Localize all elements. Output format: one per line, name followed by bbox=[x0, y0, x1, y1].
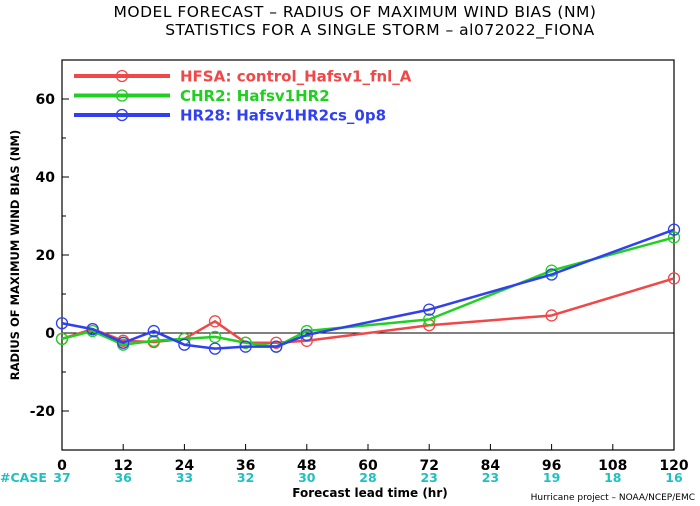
case-count: 30 bbox=[298, 470, 316, 485]
case-count: 23 bbox=[420, 470, 437, 485]
case-count: 33 bbox=[176, 470, 193, 485]
data-point bbox=[239, 340, 252, 353]
y-tick-label: -20 bbox=[30, 404, 56, 420]
legend-entry-label: HR28: Hafsv1HR2cs_0p8 bbox=[180, 107, 386, 125]
data-point bbox=[270, 340, 283, 353]
y-tick-label: 60 bbox=[36, 92, 56, 108]
x-tick-label: 12 bbox=[113, 458, 132, 474]
x-tick-label: 120 bbox=[659, 458, 688, 474]
data-point bbox=[300, 328, 313, 342]
case-count: 37 bbox=[53, 470, 70, 485]
x-tick-label: 0 bbox=[57, 458, 67, 474]
data-point bbox=[208, 315, 222, 328]
data-point bbox=[208, 342, 222, 355]
legend-entry-label: HFSA: control_Hafsv1_fnl_A bbox=[180, 68, 412, 86]
data-point bbox=[147, 324, 160, 338]
y-axis-label: RADIUS OF MAXIMUM WIND BIAS (NM) bbox=[8, 130, 22, 381]
axis-ticks: 0 12 24 36 48 60 72 84 96 108 120 -20 0 20 40 60 bbox=[30, 92, 689, 474]
x-tick-label: 108 bbox=[598, 458, 627, 474]
data-point bbox=[147, 334, 160, 347]
x-tick-label: 60 bbox=[358, 458, 378, 474]
data-point bbox=[86, 322, 99, 336]
legend-swatch-marker bbox=[115, 89, 129, 102]
data-point bbox=[667, 272, 681, 285]
case-counts: 37 36 33 32 30 28 23 23 19 18 16 bbox=[53, 470, 683, 485]
x-axis-label: Forecast lead time (hr) bbox=[292, 486, 448, 500]
x-tick-label: 36 bbox=[236, 458, 255, 474]
data-point bbox=[300, 324, 313, 338]
legend-swatch-marker bbox=[115, 108, 129, 122]
x-tick-label: 48 bbox=[297, 458, 316, 474]
x-tick-label: 24 bbox=[175, 458, 195, 474]
case-count: 19 bbox=[543, 470, 560, 485]
series-group bbox=[55, 223, 681, 355]
x-tick-label: 96 bbox=[542, 458, 561, 474]
series-line bbox=[61, 228, 675, 350]
data-point bbox=[117, 336, 130, 349]
case-count: 32 bbox=[237, 470, 254, 485]
y-tick-label: 0 bbox=[45, 326, 55, 342]
y-tick-label: 20 bbox=[36, 248, 56, 264]
data-point bbox=[423, 313, 436, 326]
data-point bbox=[545, 268, 558, 281]
case-count: 16 bbox=[665, 470, 683, 485]
chart-title-line1: MODEL FORECAST – RADIUS OF MAXIMUM WIND … bbox=[114, 3, 597, 21]
x-tick-label: 84 bbox=[481, 458, 501, 474]
data-point bbox=[178, 338, 191, 351]
case-count: 23 bbox=[482, 470, 499, 485]
data-point bbox=[667, 231, 681, 244]
data-point bbox=[55, 332, 69, 346]
case-count: 18 bbox=[604, 470, 621, 485]
data-point bbox=[545, 264, 558, 277]
data-point bbox=[55, 317, 69, 330]
data-point bbox=[208, 330, 222, 344]
case-count: 28 bbox=[359, 470, 376, 485]
x-tick-label: 72 bbox=[419, 458, 438, 474]
case-label: #CASE bbox=[0, 470, 47, 485]
y-tick-label: 40 bbox=[36, 170, 56, 186]
credit-text: Hurricane project – NOAA/NCEP/EMC bbox=[531, 493, 695, 503]
data-point bbox=[239, 336, 252, 349]
data-point bbox=[667, 223, 681, 236]
chart-title-line2: STATISTICS FOR A SINGLE STORM – al072022… bbox=[165, 21, 595, 40]
legend-entry-label: CHR2: Hafsv1HR2 bbox=[180, 87, 330, 105]
data-point bbox=[545, 309, 558, 322]
data-point bbox=[423, 303, 436, 316]
legend-swatch-marker bbox=[115, 69, 129, 83]
case-count: 36 bbox=[114, 470, 132, 485]
